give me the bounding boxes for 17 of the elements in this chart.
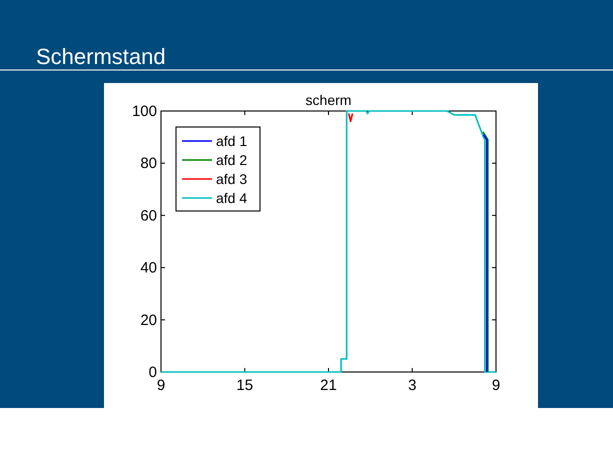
y-tick-label: 20 — [140, 312, 157, 329]
chart-title: Schermstand — [36, 44, 166, 69]
x-tick-label: 9 — [156, 377, 166, 394]
y-tick-label: 100 — [132, 103, 157, 120]
y-tick-label: 40 — [140, 260, 157, 277]
legend-label: afd 3 — [216, 171, 248, 187]
legend-label: afd 1 — [216, 133, 248, 149]
y-tick-label: 0 — [148, 364, 157, 381]
y-tick-label: 60 — [140, 207, 157, 224]
x-tick-label: 9 — [492, 377, 500, 394]
x-tick-label: 3 — [408, 377, 416, 394]
legend-label: afd 4 — [216, 190, 248, 206]
x-tick-label: 21 — [320, 377, 337, 394]
y-tick-label: 80 — [140, 155, 157, 172]
x-tick-label: 15 — [236, 377, 254, 394]
chart-subtitle: scherm — [306, 92, 352, 108]
legend-label: afd 2 — [216, 152, 248, 168]
